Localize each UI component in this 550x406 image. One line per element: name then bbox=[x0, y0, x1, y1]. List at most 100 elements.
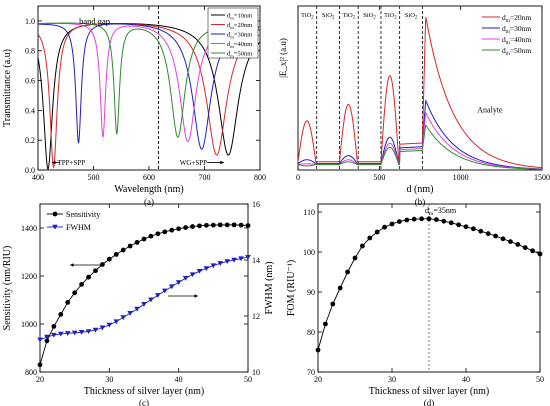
fom-point bbox=[330, 301, 336, 307]
panel-b: 0 500 1000 1500 d (nm) |E_x|² (a.u) (b) TiO2 SiO… bbox=[278, 5, 550, 207]
legend-entry: dm=50nm bbox=[227, 51, 252, 59]
sensitivity-point bbox=[44, 338, 50, 344]
fom-point bbox=[374, 229, 380, 235]
fwhm-point bbox=[92, 327, 99, 333]
x-axis-label: Thickness of silver layer (nm) bbox=[84, 386, 205, 397]
sensitivity-point bbox=[65, 300, 71, 305]
legend-entry: Sensitivity bbox=[66, 210, 100, 219]
sensitivity-point bbox=[197, 223, 202, 229]
x-tick-label: 600 bbox=[143, 173, 155, 182]
x-tick-label: 50 bbox=[536, 375, 544, 384]
x-tick-label: 800 bbox=[254, 173, 266, 182]
x-tick-label: 1000 bbox=[453, 173, 469, 182]
fwhm-point bbox=[37, 337, 43, 343]
x-tick-label: 400 bbox=[32, 173, 44, 182]
fom-point bbox=[315, 347, 321, 353]
x-tick-label: 0 bbox=[296, 173, 300, 182]
sensitivity-point bbox=[79, 282, 84, 287]
fom-point bbox=[426, 216, 432, 222]
legend-marker bbox=[52, 224, 58, 230]
layer-label: SiO2 bbox=[405, 12, 418, 21]
fom-point bbox=[471, 226, 476, 232]
sensitivity-point bbox=[51, 324, 57, 329]
fom-point bbox=[352, 255, 358, 261]
fom-point bbox=[500, 236, 506, 242]
x-tick-label: 50 bbox=[244, 375, 252, 384]
y-tick-label: 110 bbox=[303, 208, 315, 217]
panel-caption: (c) bbox=[139, 398, 149, 406]
fwhm-point bbox=[217, 261, 224, 266]
fwhm-point bbox=[175, 280, 182, 285]
y-tick-label: 0.0 bbox=[25, 166, 35, 175]
sensitivity-point bbox=[86, 274, 91, 280]
y-tick-label: 80 bbox=[307, 328, 315, 337]
fom-point bbox=[389, 221, 395, 227]
fwhm-point bbox=[127, 311, 133, 316]
fwhm-point bbox=[44, 334, 50, 340]
fwhm-point bbox=[148, 297, 154, 303]
fom-point bbox=[382, 224, 387, 230]
fom-point bbox=[397, 219, 402, 225]
legend-entry: dm=30nm bbox=[502, 24, 531, 35]
y-tick-label: 100 bbox=[303, 248, 315, 257]
sensitivity-point bbox=[162, 229, 168, 235]
sensitivity-point bbox=[210, 222, 216, 228]
field-profile-1 bbox=[297, 98, 543, 170]
legend-entry: dm=20nm bbox=[227, 22, 252, 30]
fwhm-point bbox=[245, 255, 251, 260]
sensitivity-point bbox=[176, 226, 182, 232]
sensitivity-point bbox=[106, 256, 112, 262]
sensitivity-point bbox=[148, 233, 154, 239]
plot-frame bbox=[297, 5, 543, 171]
y-axis-label: FOM (RIU⁻¹) bbox=[286, 260, 297, 316]
plot-frame bbox=[39, 203, 249, 373]
sensitivity-point bbox=[231, 222, 237, 228]
fwhm-point bbox=[168, 284, 175, 290]
fwhm-point bbox=[162, 288, 168, 294]
fom-point bbox=[485, 231, 491, 237]
fom-point bbox=[456, 222, 461, 228]
sensitivity-line bbox=[39, 224, 249, 365]
x-axis-label: Wavelength (nm) bbox=[114, 184, 183, 195]
y-tick-label: 70 bbox=[307, 368, 315, 377]
x-tick-label: 1500 bbox=[534, 173, 550, 182]
sensitivity-point bbox=[238, 222, 244, 228]
annotation-analyte: Analyte bbox=[477, 106, 503, 115]
fom-point bbox=[478, 228, 484, 234]
y-tick-label: 0.6 bbox=[25, 77, 35, 86]
panel-d: 20 30 40 50 70 80 90 100 110 Thickness of silver … bbox=[286, 203, 544, 406]
x-tick-label: 500 bbox=[88, 173, 100, 182]
y-tick-label: 1400 bbox=[21, 224, 37, 233]
legend-entry: dm=40nm bbox=[227, 41, 252, 49]
fwhm-point bbox=[189, 272, 196, 278]
annotation-tpp-spp: TPP+SPP bbox=[57, 159, 85, 167]
y-tick-label: 1200 bbox=[21, 272, 37, 281]
sensitivity-point bbox=[224, 222, 230, 228]
y-tick-label: 90 bbox=[307, 288, 315, 297]
sensitivity-point bbox=[113, 252, 119, 257]
fwhm-point bbox=[224, 259, 230, 264]
fwhm-point bbox=[58, 331, 64, 337]
fwhm-point bbox=[210, 263, 217, 269]
fwhm-point bbox=[99, 325, 106, 331]
transmittance-curve-1 bbox=[37, 23, 261, 168]
y-axis-label: Sensitivity (nm/RIU) bbox=[2, 246, 13, 331]
sensitivity-point bbox=[204, 222, 209, 228]
fwhm-line bbox=[39, 256, 249, 341]
y-tick-label: 800 bbox=[25, 368, 37, 377]
fom-point bbox=[493, 233, 498, 239]
fom-point bbox=[530, 248, 535, 254]
fom-point bbox=[515, 242, 521, 247]
y-tick-label: 0.4 bbox=[25, 106, 35, 115]
y-tick-label: 1.0 bbox=[25, 17, 35, 26]
y-right-tick-label: 12 bbox=[252, 312, 260, 321]
sensitivity-point bbox=[190, 224, 195, 229]
fom-point bbox=[345, 269, 350, 275]
fwhm-point bbox=[231, 257, 237, 263]
sensitivity-point bbox=[100, 262, 105, 267]
layer-label: SiO2 bbox=[363, 12, 376, 21]
layer-label: TiO2 bbox=[343, 12, 356, 21]
